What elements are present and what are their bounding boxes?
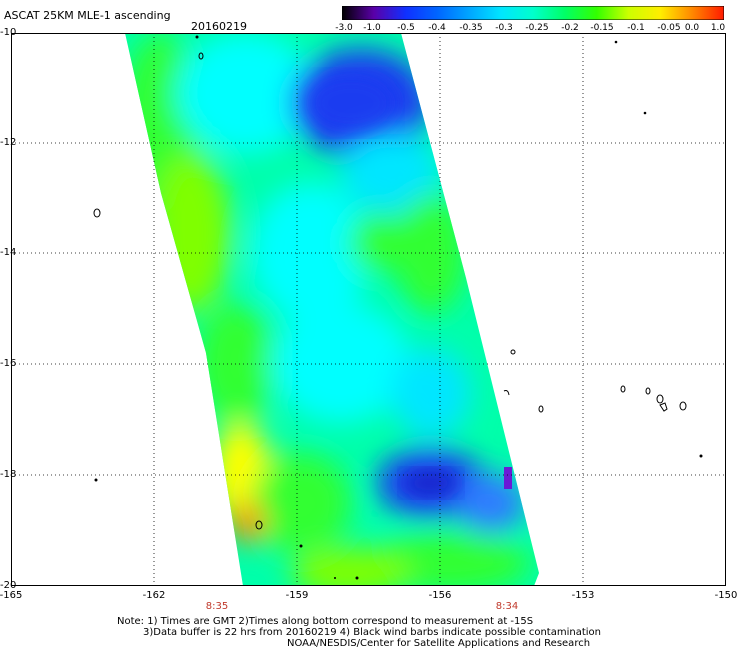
x-tick-label: -150	[714, 590, 738, 601]
swath-blob	[229, 503, 265, 543]
colorbar-label: -0.15	[590, 23, 614, 33]
x-tick-label: -162	[142, 590, 166, 601]
island-outline	[659, 402, 668, 412]
island-outline	[656, 394, 664, 404]
y-tick-label: -20	[0, 580, 17, 591]
colorbar-label: 0.0	[684, 23, 700, 33]
x-tick-label: -165	[0, 590, 23, 601]
plot-frame	[11, 33, 726, 586]
y-tick-label: -16	[0, 358, 17, 369]
swath-blob	[391, 348, 471, 438]
colorbar-label: -0.5	[397, 23, 415, 33]
swath-blob	[371, 533, 531, 586]
island-dot	[299, 544, 303, 548]
map-title: ASCAT 25KM MLE-1 ascending	[4, 9, 171, 22]
island-dot	[355, 576, 359, 580]
map-plot	[11, 33, 726, 586]
y-tick-label: -12	[0, 137, 17, 148]
colorbar-label: 1.0	[710, 23, 726, 33]
swath-blob	[251, 453, 351, 553]
colorbar-label: -0.4	[428, 23, 446, 33]
note-line: Note: 1) Times are GMT 2)Times along bot…	[117, 616, 534, 627]
colorbar-label: -0.2	[561, 23, 579, 33]
low-wind-patch	[306, 73, 396, 133]
island-outline	[645, 387, 651, 395]
island-outline	[93, 208, 101, 218]
contamination-pixel	[504, 467, 512, 489]
y-tick-label: -10	[0, 27, 17, 38]
x-tick-label: -156	[428, 590, 452, 601]
island-outline	[620, 385, 626, 393]
island-outline	[510, 349, 516, 355]
colorbar	[342, 6, 724, 20]
colorbar-label: -0.25	[525, 23, 549, 33]
islands	[93, 52, 687, 530]
island-dot	[699, 454, 703, 458]
island-dot	[643, 111, 647, 115]
colorbar-label: -0.1	[627, 23, 645, 33]
colorbar-label: -0.05	[657, 23, 681, 33]
colorbar-label: -1.0	[363, 23, 381, 33]
island-outline	[255, 520, 263, 530]
island-dot	[334, 577, 336, 579]
low-wind-core	[403, 469, 459, 497]
swath-blob	[456, 473, 526, 533]
island-outline	[538, 405, 544, 413]
island-outline	[679, 401, 687, 411]
note-line: 3)Data buffer is 22 hrs from 20160219 4)…	[143, 627, 601, 638]
map-date: 20160219	[191, 20, 247, 33]
y-tick-label: -14	[0, 247, 17, 258]
island-dot	[94, 478, 98, 482]
swath-blob	[151, 153, 231, 313]
swath-blob	[196, 303, 276, 423]
swath-blob	[176, 33, 316, 153]
swath-blob	[349, 213, 409, 273]
colorbar-label: -0.35	[459, 23, 483, 33]
time-label: 8:35	[205, 601, 229, 612]
colorbar-gradient	[342, 6, 724, 20]
island-dot	[195, 35, 199, 39]
x-tick-label: -153	[571, 590, 595, 601]
island-dot	[614, 40, 618, 44]
time-label: 8:34	[495, 601, 519, 612]
credit-line: NOAA/NESDIS/Center for Satellite Applica…	[287, 638, 591, 649]
grid	[11, 33, 726, 586]
island-outline	[198, 52, 204, 60]
swath-blob	[341, 133, 441, 213]
colorbar-label: -3.0	[335, 23, 353, 33]
colorbar-label: -0.3	[495, 23, 513, 33]
y-tick-label: -18	[0, 469, 17, 480]
island-dots	[94, 35, 703, 580]
swath-blob	[271, 303, 411, 423]
island-outline	[503, 390, 510, 396]
x-tick-label: -159	[285, 590, 309, 601]
